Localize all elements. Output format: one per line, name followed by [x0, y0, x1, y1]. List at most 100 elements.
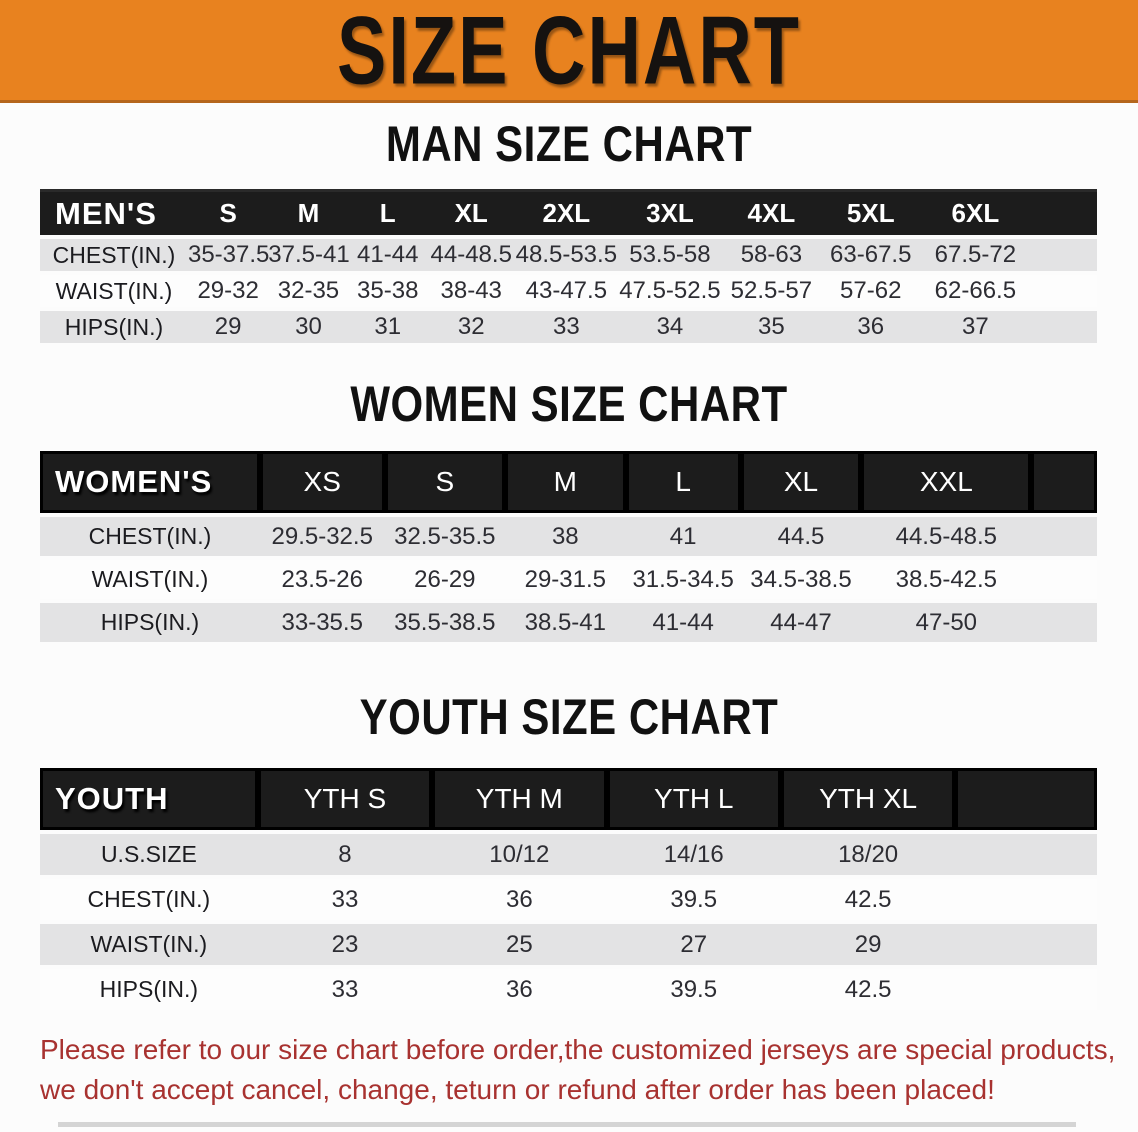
row-label: HIPS(IN.): [40, 307, 188, 343]
size-value: 29: [780, 920, 956, 967]
size-value: 38-43: [426, 271, 516, 309]
womens-size-table: WOMEN'S XS S M L XL XXL CHEST(IN.) 29.5-32.5 32.5…: [40, 451, 1097, 642]
size-value: 36: [820, 307, 922, 343]
size-value: 39.5: [606, 875, 781, 922]
size-value: 33-35.5: [259, 599, 385, 642]
filler-cell: [955, 875, 1097, 922]
size-value: 32-35: [268, 271, 349, 309]
youth-size-table: YOUTH YTH S YTH M YTH L YTH XL U.S.SIZE 8 10/12…: [40, 768, 1097, 1010]
size-value: 47.5-52.5: [617, 271, 723, 309]
row-label: WAIST(IN.): [40, 271, 188, 309]
column-header: 4XL: [722, 189, 820, 237]
order-policy-line-2: we don't accept cancel, change, teturn o…: [40, 1074, 995, 1105]
column-header: S: [187, 189, 269, 237]
table-row: CHEST(IN.) 35-37.5 37.5-41 41-44 44-48.5 48.5…: [40, 235, 1097, 273]
size-value: 38: [505, 513, 626, 558]
size-value: 44.5-48.5: [861, 513, 1032, 558]
size-value: 33: [257, 875, 433, 922]
size-value: 14/16: [606, 830, 781, 877]
size-value: 67.5-72: [921, 235, 1030, 273]
column-header: XL: [740, 451, 862, 515]
order-policy-note: Please refer to our size chart before or…: [40, 1030, 1138, 1110]
women-size-chart-heading: WOMEN SIZE CHART: [350, 375, 788, 432]
column-header: YTH L: [606, 768, 781, 832]
filler-cell: [1029, 307, 1097, 343]
size-value: 41-44: [348, 235, 427, 273]
column-header: YTH S: [257, 768, 433, 832]
row-label: CHEST(IN.): [40, 875, 258, 922]
filler-cell: [955, 830, 1097, 877]
size-value: 44.5: [740, 513, 862, 558]
size-value: 36: [432, 875, 607, 922]
size-value: 10/12: [432, 830, 607, 877]
row-label: WAIST(IN.): [40, 920, 258, 967]
size-value: 44-48.5: [426, 235, 516, 273]
size-value: 47-50: [861, 599, 1032, 642]
size-value: 57-62: [820, 271, 922, 309]
table-corner-label: WOMEN'S: [40, 451, 260, 515]
size-value: 26-29: [384, 556, 506, 601]
filler-cell: [1029, 271, 1097, 309]
size-value: 36: [432, 965, 607, 1010]
column-header: XS: [259, 451, 385, 515]
size-value: 38.5-41: [505, 599, 626, 642]
size-value: 35-37.5: [187, 235, 269, 273]
banner-title: SIZE CHART: [337, 0, 801, 104]
table-row: HIPS(IN.) 29 30 31 32 33 34 35 36 37: [40, 307, 1097, 343]
size-value: 34: [617, 307, 723, 343]
size-value: 29-31.5: [505, 556, 626, 601]
row-label: HIPS(IN.): [40, 965, 258, 1010]
column-header: YTH M: [432, 768, 607, 832]
row-label: HIPS(IN.): [40, 599, 260, 642]
table-row: CHEST(IN.) 33 36 39.5 42.5: [40, 875, 1097, 922]
size-value: 29.5-32.5: [259, 513, 385, 558]
filler-cell: [955, 920, 1097, 967]
size-value: 23: [257, 920, 433, 967]
column-header: YTH XL: [780, 768, 956, 832]
filler-cell: [955, 768, 1097, 832]
size-value: 33: [257, 965, 433, 1010]
size-value: 35: [722, 307, 820, 343]
size-value: 32: [426, 307, 516, 343]
size-value: 18/20: [780, 830, 956, 877]
size-value: 38.5-42.5: [861, 556, 1032, 601]
size-value: 25: [432, 920, 607, 967]
size-value: 37: [921, 307, 1030, 343]
row-label: CHEST(IN.): [40, 513, 260, 558]
table-row: WAIST(IN.) 23 25 27 29: [40, 920, 1097, 967]
column-header: M: [268, 189, 349, 237]
size-value: 23.5-26: [259, 556, 385, 601]
column-header: 6XL: [921, 189, 1030, 237]
filler-cell: [1031, 556, 1097, 601]
column-header: 3XL: [617, 189, 723, 237]
filler-cell: [1031, 451, 1097, 515]
size-value: 31.5-34.5: [625, 556, 741, 601]
size-value: 27: [606, 920, 781, 967]
bottom-edge-divider: [58, 1122, 1076, 1127]
table-corner-label: YOUTH: [40, 768, 258, 832]
size-value: 8: [257, 830, 433, 877]
size-value: 62-66.5: [921, 271, 1030, 309]
size-value: 34.5-38.5: [740, 556, 862, 601]
man-size-chart-heading: MAN SIZE CHART: [385, 115, 753, 172]
youth-size-chart-heading: YOUTH SIZE CHART: [359, 688, 779, 745]
column-header: XL: [426, 189, 516, 237]
filler-cell: [1031, 599, 1097, 642]
size-value: 52.5-57: [722, 271, 820, 309]
size-value: 30: [268, 307, 349, 343]
size-value: 42.5: [780, 965, 956, 1010]
size-value: 43-47.5: [515, 271, 618, 309]
column-header: L: [625, 451, 741, 515]
table-row: U.S.SIZE 8 10/12 14/16 18/20: [40, 830, 1097, 877]
size-value: 41-44: [625, 599, 741, 642]
table-row: WAIST(IN.) 23.5-26 26-29 29-31.5 31.5-34.5 34…: [40, 556, 1097, 601]
column-header: M: [505, 451, 626, 515]
table-row: WAIST(IN.) 29-32 32-35 35-38 38-43 43-47.5 47.…: [40, 271, 1097, 309]
size-value: 58-63: [722, 235, 820, 273]
size-value: 29: [187, 307, 269, 343]
column-header: S: [384, 451, 506, 515]
filler-cell: [1029, 235, 1097, 273]
table-corner-label: MEN'S: [40, 189, 188, 237]
table-row: CHEST(IN.) 29.5-32.5 32.5-35.5 38 41 44.5 44.5…: [40, 513, 1097, 558]
size-value: 35-38: [348, 271, 427, 309]
